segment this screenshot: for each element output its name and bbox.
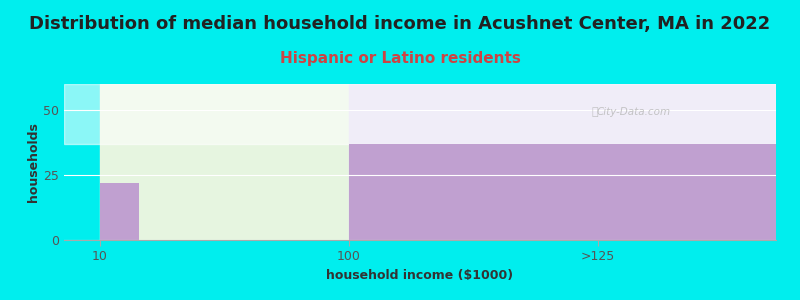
Bar xyxy=(99,84,349,240)
Text: ⓒ: ⓒ xyxy=(591,107,598,117)
Text: Distribution of median household income in Acushnet Center, MA in 2022: Distribution of median household income … xyxy=(30,15,770,33)
Bar xyxy=(99,183,138,240)
Y-axis label: households: households xyxy=(27,122,40,202)
Bar xyxy=(64,84,776,144)
X-axis label: household income ($1000): household income ($1000) xyxy=(326,269,514,282)
Bar xyxy=(349,144,776,240)
Text: City-Data.com: City-Data.com xyxy=(597,107,670,117)
Bar xyxy=(349,84,776,240)
Bar xyxy=(99,84,349,183)
Text: Hispanic or Latino residents: Hispanic or Latino residents xyxy=(279,51,521,66)
